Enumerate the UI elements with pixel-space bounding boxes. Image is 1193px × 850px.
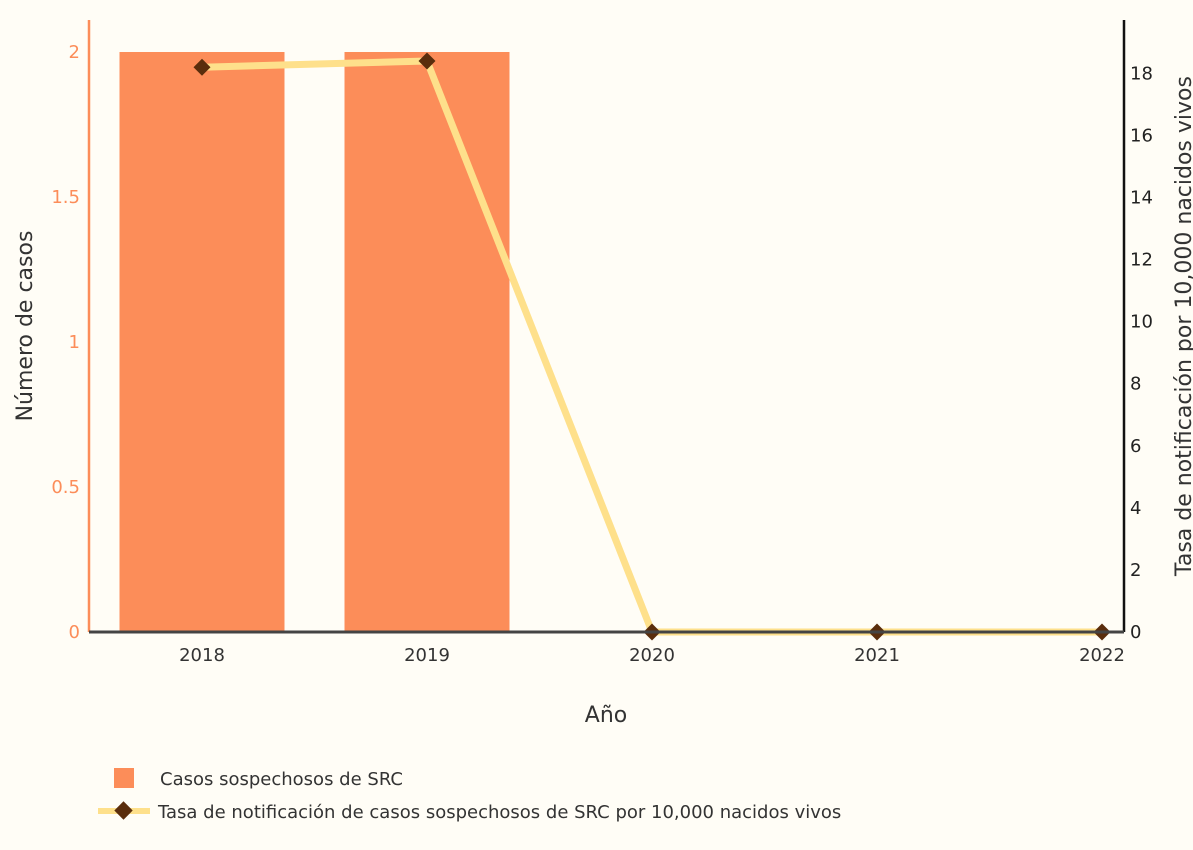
bar-2018 [119, 52, 285, 632]
right-tick-label: 8 [1130, 374, 1141, 395]
right-tick-label: 10 [1130, 312, 1153, 333]
legend-bar-label: Casos sospechosos de SRC [160, 769, 403, 790]
right-tick-label: 6 [1130, 436, 1141, 457]
right-tick-label: 18 [1130, 63, 1153, 84]
line-series [193, 52, 1111, 641]
right-axis-ticks: 0 2 4 6 8 10 12 14 16 18 [1130, 63, 1153, 643]
legend-line-marker [114, 801, 133, 820]
rate-line [198, 57, 1106, 636]
axes [87, 20, 1126, 634]
x-axis-title: Año [585, 703, 627, 728]
bar-series [119, 52, 510, 632]
left-tick-label: 1 [69, 332, 80, 353]
right-tick-label: 12 [1130, 250, 1153, 271]
left-tick-label: 2 [69, 42, 80, 63]
legend: Casos sospechosos de SRC Tasa de notific… [98, 768, 841, 823]
left-axis-ticks: 0 0.5 1 1.5 2 [51, 42, 80, 643]
legend-bar-swatch [114, 768, 134, 788]
x-tick-label: 2018 [179, 645, 225, 666]
x-tick-label: 2022 [1079, 645, 1125, 666]
x-axis-ticks: 2018 2019 2020 2021 2022 [179, 645, 1125, 666]
right-tick-label: 4 [1130, 498, 1141, 519]
x-tick-label: 2019 [404, 645, 450, 666]
bar-2019 [344, 52, 510, 632]
right-axis-title: Tasa de notificación por 10,000 nacidos … [1172, 76, 1193, 577]
x-tick-label: 2020 [629, 645, 675, 666]
right-tick-label: 2 [1130, 560, 1141, 581]
legend-line-label: Tasa de notificación de casos sospechoso… [157, 802, 841, 823]
x-tick-label: 2021 [854, 645, 900, 666]
left-axis-title: Número de casos [13, 231, 38, 422]
right-tick-label: 16 [1130, 125, 1153, 146]
right-tick-label: 0 [1130, 622, 1141, 643]
right-tick-label: 14 [1130, 188, 1153, 209]
left-tick-label: 0 [69, 622, 80, 643]
left-tick-label: 1.5 [51, 187, 80, 208]
left-tick-label: 0.5 [51, 477, 80, 498]
